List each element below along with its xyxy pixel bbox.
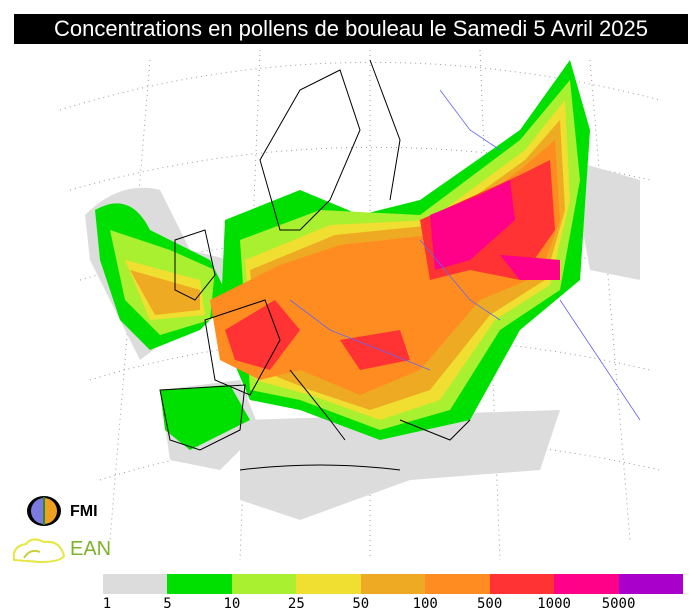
borders: [159, 59, 471, 471]
ean-logo-icon: [12, 538, 66, 564]
map-title: Concentrations en pollens de bouleau le …: [14, 14, 688, 44]
rivers: [289, 89, 641, 421]
fmi-logo-text: FMI: [70, 503, 98, 520]
legend-label: 1: [102, 596, 112, 612]
legend-label: 5000: [601, 596, 636, 612]
legend-swatch: [425, 574, 490, 594]
legend-swatch: [231, 574, 297, 594]
concentration-1000-5000: [430, 180, 560, 280]
legend-label: 50: [352, 596, 370, 612]
legend-swatch: [296, 574, 361, 594]
legend-swatch: [618, 574, 683, 594]
legend-swatch: [489, 574, 555, 594]
legend-swatch: [554, 574, 619, 594]
legend-label: 500: [477, 596, 503, 612]
legend-swatch: [360, 574, 426, 594]
legend-label: 1000: [537, 596, 571, 612]
legend-label: 5: [163, 596, 172, 612]
legend-swatch: [103, 574, 168, 594]
fmi-logo-icon: [27, 496, 61, 526]
legend-label: 100: [412, 596, 438, 612]
legend-label: 25: [287, 596, 305, 612]
color-legend: [103, 574, 683, 594]
pollen-map: [59, 49, 661, 561]
ean-logo-text: EAN: [70, 538, 112, 560]
legend-label: 10: [223, 596, 241, 612]
legend-swatch: [167, 574, 232, 594]
